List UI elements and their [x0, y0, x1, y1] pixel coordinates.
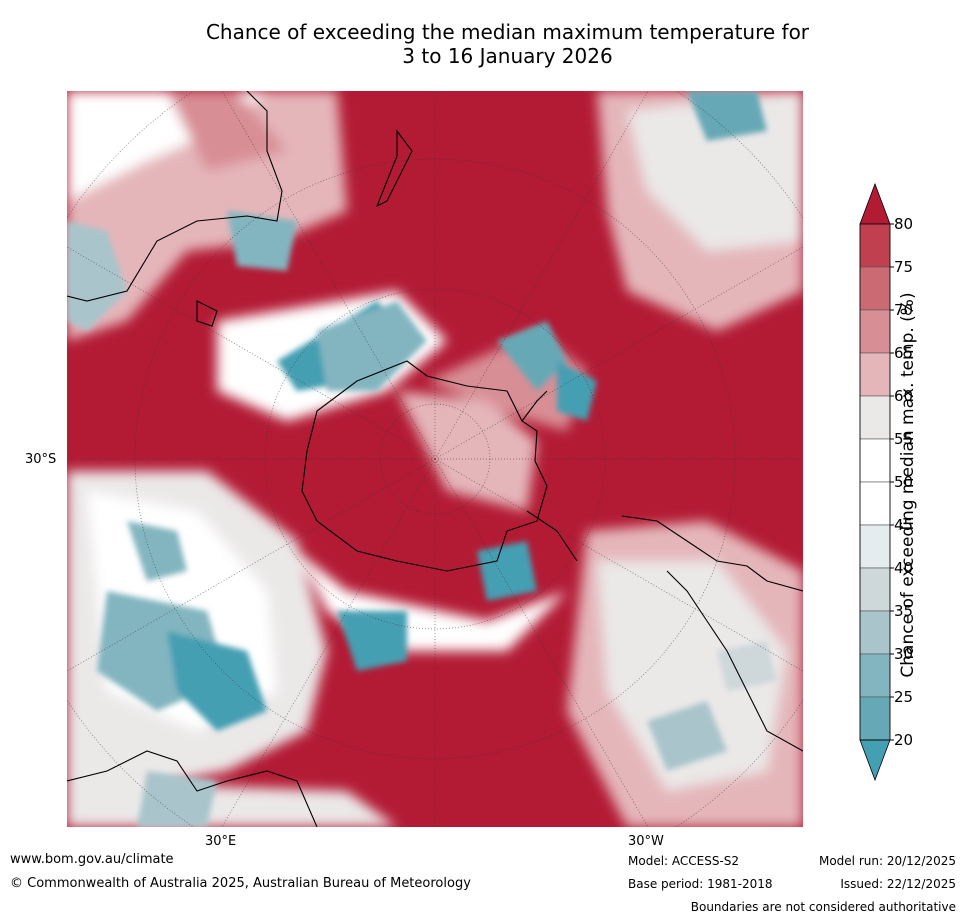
- graticule: [67, 91, 803, 827]
- colorbar-band: [859, 309, 891, 354]
- colorbar: 80 75 70 65 60 55 50 45 40 35 30 25 20: [855, 180, 965, 790]
- antarctica-coast: [301, 360, 548, 572]
- colorbar-band: [859, 395, 891, 440]
- colorbar-tick-label: 20: [894, 731, 913, 749]
- new-zealand-coast: [375, 129, 413, 208]
- colorbar-band: [859, 481, 891, 526]
- model-run: Model run: 20/12/2025: [818, 854, 956, 868]
- boundaries-disclaimer: Boundaries are not considered authoritat…: [690, 900, 956, 914]
- tasmania-coast: [196, 300, 218, 327]
- colorbar-tick-label: 25: [894, 688, 913, 706]
- colorbar-tick-label: 65: [894, 344, 913, 362]
- base-period: Base period: 1981-2018: [628, 877, 773, 891]
- colorbar-tick-label: 30: [894, 645, 913, 663]
- colorbar-tick-label: 60: [894, 387, 913, 405]
- colorbar-band: [859, 567, 891, 612]
- model-name: Model: ACCESS-S2: [628, 854, 740, 868]
- antarctic-peninsula: [521, 390, 578, 562]
- title-line-2: 3 to 16 January 2026: [402, 44, 613, 68]
- issued-date: Issued: 22/12/2025: [840, 877, 956, 891]
- lat-label-30s: 30°S: [25, 452, 57, 467]
- probability-map: [67, 91, 803, 827]
- title-line-1: Chance of exceeding the median maximum t…: [205, 20, 810, 44]
- copyright: © Commonwealth of Australia 2025, Austra…: [10, 876, 471, 891]
- colorbar-band: [859, 653, 891, 698]
- colorbar-title: Chance of exceeding median max. temp. (%…: [898, 292, 918, 678]
- lon-label-30e: 30°E: [205, 834, 237, 849]
- colorbar-extend-low: [859, 739, 891, 782]
- cool-areas: [67, 91, 777, 827]
- colorbar-band: [859, 438, 891, 483]
- colorbar-extend-high: [859, 182, 891, 225]
- colorbar-band: [859, 610, 891, 655]
- website-link[interactable]: www.bom.gov.au/climate: [10, 852, 174, 867]
- chart-title: Chance of exceeding the median maximum t…: [0, 20, 965, 68]
- colorbar-tick-label: 80: [894, 215, 913, 233]
- colorbar-tick-label: 35: [894, 602, 913, 620]
- colorbar-svg: 80 75 70 65 60 55 50 45 40 35 30 25 20: [859, 182, 913, 782]
- colorbar-tick-label: 70: [894, 301, 913, 319]
- colorbar-tick-label: 45: [894, 516, 913, 534]
- africa-coast: [67, 750, 318, 827]
- colorbar-band: [859, 696, 891, 741]
- south-america-coast: [621, 515, 803, 752]
- lon-label-30w: 30°W: [628, 834, 664, 849]
- colorbar-band: [859, 352, 891, 397]
- map-svg: [67, 91, 803, 827]
- coastlines: [67, 91, 803, 827]
- colorbar-band: [859, 223, 891, 268]
- colorbar-tick-label: 40: [894, 559, 913, 577]
- colorbar-tick-label: 50: [894, 473, 913, 491]
- colorbar-band: [859, 524, 891, 569]
- colorbar-tick-label: 75: [894, 258, 913, 276]
- colorbar-band: [859, 266, 891, 311]
- colorbar-tick-label: 55: [894, 430, 913, 448]
- australia-coast: [67, 91, 283, 302]
